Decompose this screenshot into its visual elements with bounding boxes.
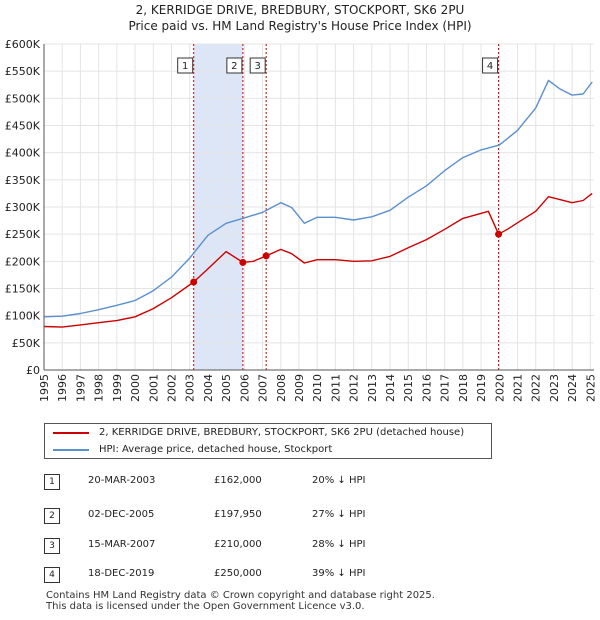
x-tick-label: 2023 <box>548 374 561 402</box>
x-tick-label: 2008 <box>275 374 288 402</box>
sale-row: 4 18-DEC-2019 £250,000 39% ↓ HPI <box>0 565 600 585</box>
sale-price: £162,000 <box>214 475 262 486</box>
y-tick-label: £100K <box>5 310 41 323</box>
x-tick-label: 2024 <box>566 374 579 402</box>
x-tick-label: 1996 <box>56 374 69 402</box>
y-tick-label: £550K <box>5 65 41 78</box>
chart-title: 2, KERRIDGE DRIVE, BREDBURY, STOCKPORT, … <box>0 2 600 34</box>
sale-box-label: 3 <box>254 61 260 72</box>
sale-hpi-diff: 28% ↓ HPI <box>312 539 366 550</box>
sale-row: 2 02-DEC-2005 £197,950 27% ↓ HPI <box>0 506 600 526</box>
x-tick-label: 2009 <box>293 374 306 402</box>
footer-line2: This data is licensed under the Open Gov… <box>46 601 365 612</box>
sale-number: 4 <box>44 567 60 583</box>
chart-title-line2: Price paid vs. HM Land Registry's House … <box>128 19 472 33</box>
x-tick-label: 2017 <box>439 374 452 402</box>
x-tick-label: 2002 <box>165 374 178 402</box>
chart-title-line1: 2, KERRIDGE DRIVE, BREDBURY, STOCKPORT, … <box>135 3 465 17</box>
grid-lines <box>43 43 594 371</box>
sale-box-frame <box>249 57 266 74</box>
x-tick-label: 2007 <box>257 374 270 402</box>
sale-hpi-diff: 27% ↓ HPI <box>312 509 366 520</box>
x-tick-label: 1995 <box>38 374 51 402</box>
sale-number-box: 3 <box>249 57 266 74</box>
y-tick-label: £450K <box>5 120 41 133</box>
sale-date: 02-DEC-2005 <box>88 509 155 520</box>
axes: £0 £50K £100K £150K £200K £250K £300K £350K £400… <box>5 38 598 402</box>
x-tick-label: 2018 <box>457 374 470 402</box>
x-tick-label: 2015 <box>402 374 415 402</box>
y-tick-label: £250K <box>5 228 41 241</box>
x-tick-label: 1997 <box>74 374 87 402</box>
sale-date: 18-DEC-2019 <box>88 568 155 579</box>
sale-point <box>495 230 503 238</box>
sale-row: 3 15-MAR-2007 £210,000 28% ↓ HPI <box>0 536 600 556</box>
sale-number-box: 4 <box>482 57 499 74</box>
x-tick-label: 2025 <box>584 374 597 402</box>
x-tick-label: 2011 <box>329 374 342 402</box>
x-tick-label: 1998 <box>93 374 106 402</box>
sale-point <box>190 278 198 286</box>
sale-number: 1 <box>44 474 60 490</box>
x-tick-label: 2022 <box>530 374 543 402</box>
sale-number: 2 <box>44 508 60 524</box>
y-tick-label: £350K <box>5 174 41 187</box>
sale-number-box: 2 <box>226 57 243 74</box>
x-tick-label: 2021 <box>512 374 525 402</box>
x-tick-label: 2014 <box>384 374 397 402</box>
sale-number-boxes: 1 2 3 4 <box>177 57 499 74</box>
sale-price: £197,950 <box>214 509 262 520</box>
legend-swatch-property <box>53 432 89 434</box>
y-tick-label: £600K <box>5 38 41 51</box>
x-tick-label: 2003 <box>184 374 197 402</box>
x-tick-label: 2020 <box>493 374 506 402</box>
x-tick-label: 2013 <box>366 374 379 402</box>
sale-box-frame <box>482 57 499 74</box>
x-tick-label: 2001 <box>147 374 160 402</box>
x-tick-label: 2019 <box>475 374 488 402</box>
legend-swatch-hpi <box>53 449 89 451</box>
sale-row: 1 20-MAR-2003 £162,000 20% ↓ HPI <box>0 472 600 492</box>
y-tick-label: £200K <box>5 255 41 268</box>
property-price-line <box>43 192 593 328</box>
sale-box-label: 2 <box>231 61 237 72</box>
x-tick-label: 2005 <box>220 374 233 402</box>
footer: Contains HM Land Registry data © Crown c… <box>46 590 435 612</box>
legend: 2, KERRIDGE DRIVE, BREDBURY, STOCKPORT, … <box>44 423 492 459</box>
x-tick-label: 2006 <box>238 374 251 402</box>
x-tick-label: 2000 <box>129 374 142 402</box>
y-tick-label: £500K <box>5 92 41 105</box>
sale-price: £210,000 <box>214 539 262 550</box>
y-tick-label: £400K <box>5 147 41 160</box>
sale-number-box: 1 <box>177 57 194 74</box>
sale-hpi-diff: 39% ↓ HPI <box>312 568 366 579</box>
sale-number: 3 <box>44 538 60 554</box>
sale-price: £250,000 <box>214 568 262 579</box>
sale-points <box>190 230 503 286</box>
y-tick-label: £150K <box>5 283 41 296</box>
sale-point <box>239 258 247 266</box>
y-tick-label: £0 <box>26 364 40 377</box>
sale-date: 15-MAR-2007 <box>88 539 156 550</box>
sale-box-frame <box>226 57 243 74</box>
sale-date: 20-MAR-2003 <box>88 475 156 486</box>
x-tick-label: 2010 <box>311 374 324 402</box>
x-tick-label: 2012 <box>348 374 361 402</box>
legend-label-hpi: HPI: Average price, detached house, Stoc… <box>99 444 333 455</box>
x-tick-label: 2016 <box>420 374 433 402</box>
legend-label-property: 2, KERRIDGE DRIVE, BREDBURY, STOCKPORT, … <box>99 427 465 438</box>
sale-point <box>262 252 270 260</box>
price-chart: 1 2 3 4 £0 £50K £100K £150K £200K £250K £300K £350… <box>5 38 598 402</box>
sale-hpi-diff: 20% ↓ HPI <box>312 475 366 486</box>
sale-box-label: 4 <box>487 61 493 72</box>
y-tick-label: £300K <box>5 201 41 214</box>
series-lines <box>43 79 593 328</box>
y-tick-label: £50K <box>12 337 41 350</box>
sale-box-frame <box>177 57 194 74</box>
footer-line1: Contains HM Land Registry data © Crown c… <box>46 590 435 601</box>
x-tick-label: 1999 <box>111 374 124 402</box>
x-tick-label: 2004 <box>202 374 215 402</box>
hpi-line <box>43 79 593 318</box>
sale-box-label: 1 <box>182 61 188 72</box>
